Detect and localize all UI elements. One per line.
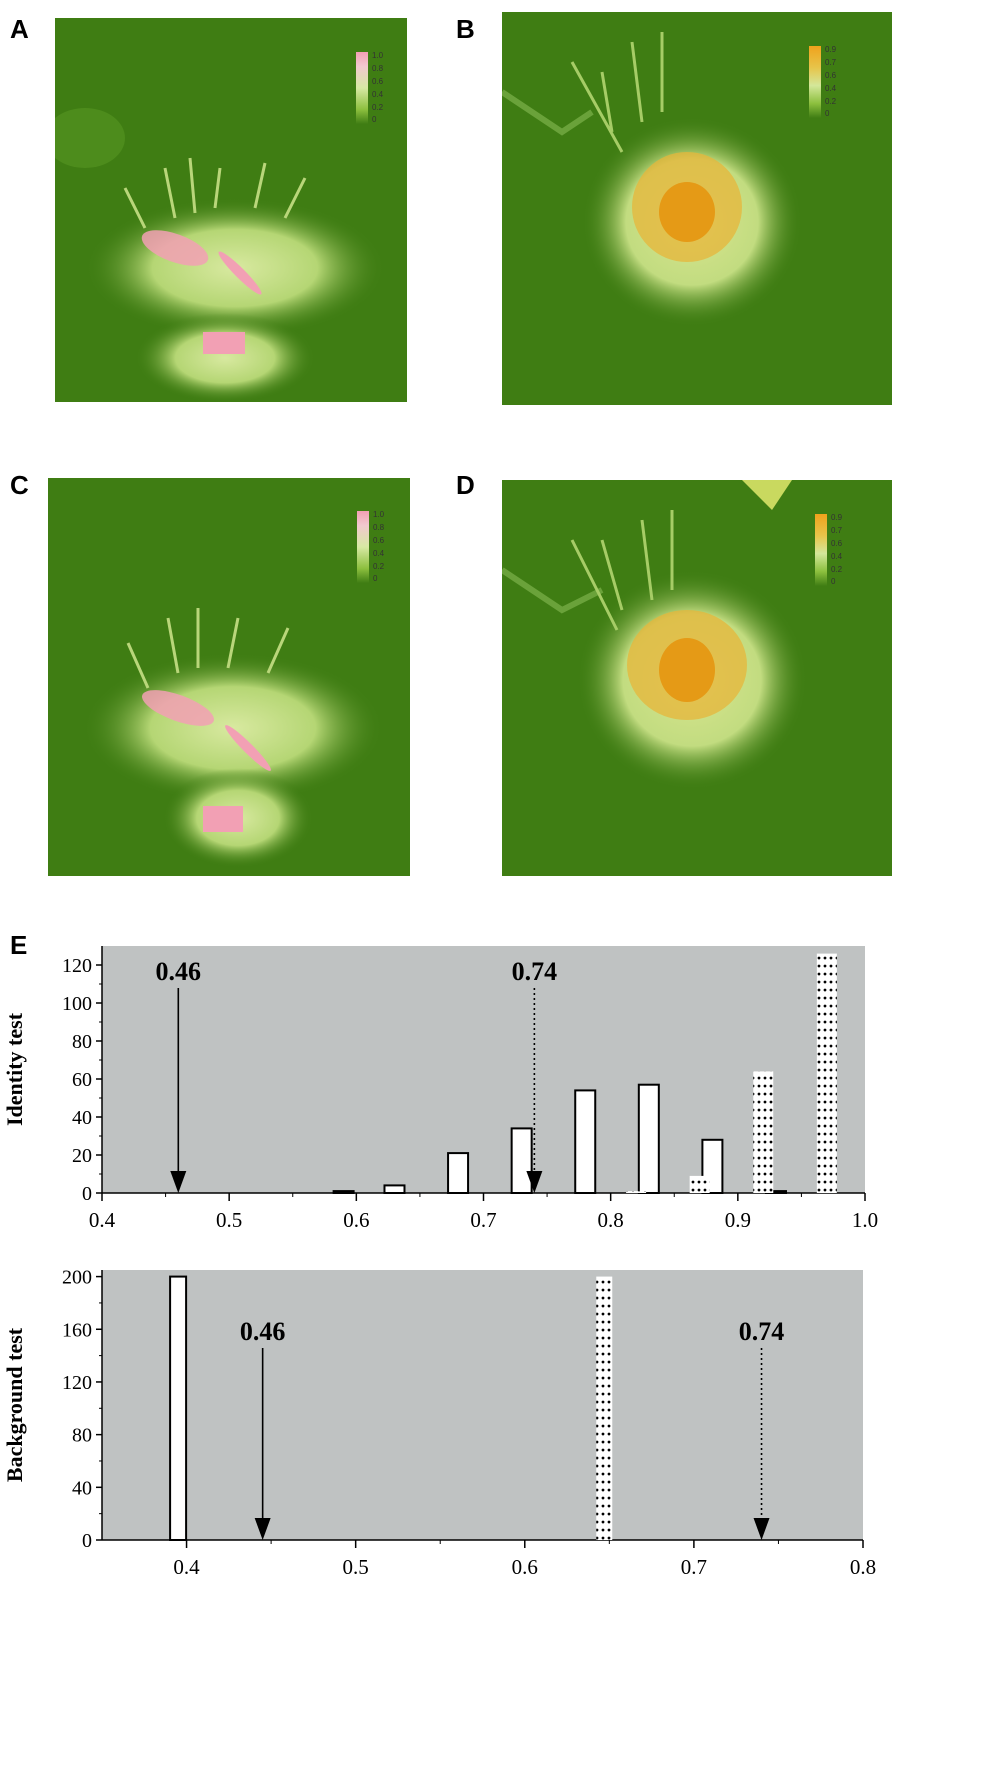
solid-bar: [574, 1089, 597, 1194]
solid-bar: [637, 1083, 660, 1194]
x-tick-label: 0.6: [512, 1555, 538, 1579]
y-tick-label: 100: [62, 993, 92, 1015]
legend-tick: 0.2: [825, 97, 837, 106]
panel-letter-d: D: [456, 470, 475, 500]
legend-tick: 0.8: [373, 523, 385, 532]
plot-area: [102, 1270, 863, 1540]
legend-tick: 0.4: [825, 84, 837, 93]
solid-bar: [510, 1127, 533, 1194]
legend-tick: 0.2: [372, 103, 384, 112]
map-c-legend: 1.0 0.8 0.6 0.4 0.2 0: [357, 511, 399, 583]
panel-letter-a: A: [10, 14, 29, 44]
x-tick-label: 0.8: [850, 1555, 876, 1579]
y-axis-label: Identity test: [2, 1012, 27, 1126]
dotted-bar: [596, 1276, 613, 1540]
legend-tick: 0: [825, 109, 830, 118]
y-tick-label: 20: [72, 1145, 92, 1167]
dotted-bar: [689, 1175, 710, 1193]
panel-letter-c: C: [10, 470, 29, 500]
map-a-legend: 1.0 0.8 0.6 0.4 0.2 0: [356, 52, 398, 124]
y-tick-label: 120: [62, 1372, 92, 1394]
legend-tick: 0.4: [373, 549, 385, 558]
legend-tick: 0.9: [831, 513, 843, 522]
x-tick-label: 0.6: [343, 1208, 369, 1232]
legend-tick: 0.2: [373, 562, 385, 571]
background-test-chart: 0 40 80 120 160 200 0.4 0.5 0.6 0.7 0.8 Background …: [2, 1267, 876, 1579]
legend-tick: 0.6: [831, 539, 843, 548]
y-tick-label: 40: [72, 1107, 92, 1129]
y-tick-label: 120: [62, 955, 92, 977]
threshold-label: 0.46: [240, 1317, 286, 1346]
map-c-image: [48, 478, 410, 876]
dotted-bar: [626, 1191, 647, 1193]
legend-tick: 1.0: [373, 510, 385, 519]
threshold-label: 0.46: [156, 957, 202, 986]
y-tick-label: 60: [72, 1069, 92, 1091]
x-tick-label: 0.4: [89, 1208, 116, 1232]
suitability-map-d: [502, 480, 892, 876]
map-b-image: [502, 12, 892, 405]
x-tick-label: 0.4: [173, 1555, 200, 1579]
identity-test-chart: 0 20 40 60 80 100 120 0.4 0.5 0.6 0.7 0.8 0.9 1.0 Iden…: [2, 946, 878, 1232]
suitability-map-b: [502, 12, 892, 405]
map-d-image: [502, 480, 892, 876]
x-tick-label: 0.7: [681, 1555, 707, 1579]
x-tick-label: 0.9: [725, 1208, 751, 1232]
solid-bar: [332, 1190, 355, 1195]
x-tick-label: 1.0: [852, 1208, 878, 1232]
legend-tick: 0.9: [825, 45, 837, 54]
threshold-arrow-head: [753, 1518, 770, 1540]
map-b-legend-gradient: [809, 46, 821, 118]
threshold-arrow-head: [526, 1171, 543, 1193]
map-d-legend-gradient: [815, 514, 827, 586]
dotted-bar: [753, 1071, 774, 1193]
legend-tick: 0: [831, 577, 836, 586]
legend-tick: 0: [373, 574, 378, 583]
legend-tick: 0.4: [831, 552, 843, 561]
threshold-arrow-head: [254, 1518, 271, 1540]
y-tick-label: 160: [62, 1319, 92, 1341]
x-tick-label: 0.8: [598, 1208, 624, 1232]
y-tick-label: 80: [72, 1425, 92, 1447]
legend-tick: 1.0: [372, 51, 384, 60]
suitability-map-a: [55, 18, 407, 402]
solid-bar: [447, 1152, 470, 1195]
legend-tick: 0.6: [372, 77, 384, 86]
legend-tick: 0.6: [373, 536, 385, 545]
legend-tick: 0.6: [825, 71, 837, 80]
map-a-legend-gradient: [356, 52, 368, 124]
suitability-map-c: [48, 478, 410, 876]
solid-bar: [169, 1275, 188, 1542]
legend-tick: 0.7: [831, 526, 843, 535]
x-tick-label: 0.5: [343, 1555, 369, 1579]
legend-tick: 0.2: [831, 565, 843, 574]
panel-letter-e: E: [10, 930, 28, 960]
y-tick-label: 0: [82, 1183, 92, 1205]
legend-tick: 0.7: [825, 58, 837, 67]
threshold-label: 0.74: [739, 1317, 785, 1346]
x-tick-label: 0.7: [470, 1208, 496, 1232]
solid-bar: [383, 1184, 406, 1194]
y-tick-label: 0: [82, 1530, 92, 1552]
map-a-image: [55, 18, 407, 402]
map-b-legend: 0.9 0.7 0.6 0.4 0.2 0: [809, 46, 851, 118]
y-tick-label: 40: [72, 1477, 92, 1499]
y-tick-label: 80: [72, 1031, 92, 1053]
y-tick-label: 200: [62, 1267, 92, 1289]
dotted-bar: [816, 953, 837, 1193]
map-c-legend-gradient: [357, 511, 369, 583]
legend-tick: 0: [372, 115, 377, 124]
x-tick-label: 0.5: [216, 1208, 242, 1232]
legend-tick: 0.8: [372, 64, 384, 73]
threshold-label: 0.74: [512, 957, 558, 986]
plot-area: [102, 946, 865, 1193]
y-axis-label: Background test: [2, 1327, 27, 1482]
threshold-arrow-head: [170, 1171, 187, 1193]
map-d-legend: 0.9 0.7 0.6 0.4 0.2 0: [815, 514, 857, 586]
panel-letter-b: B: [456, 14, 475, 44]
legend-tick: 0.4: [372, 90, 384, 99]
